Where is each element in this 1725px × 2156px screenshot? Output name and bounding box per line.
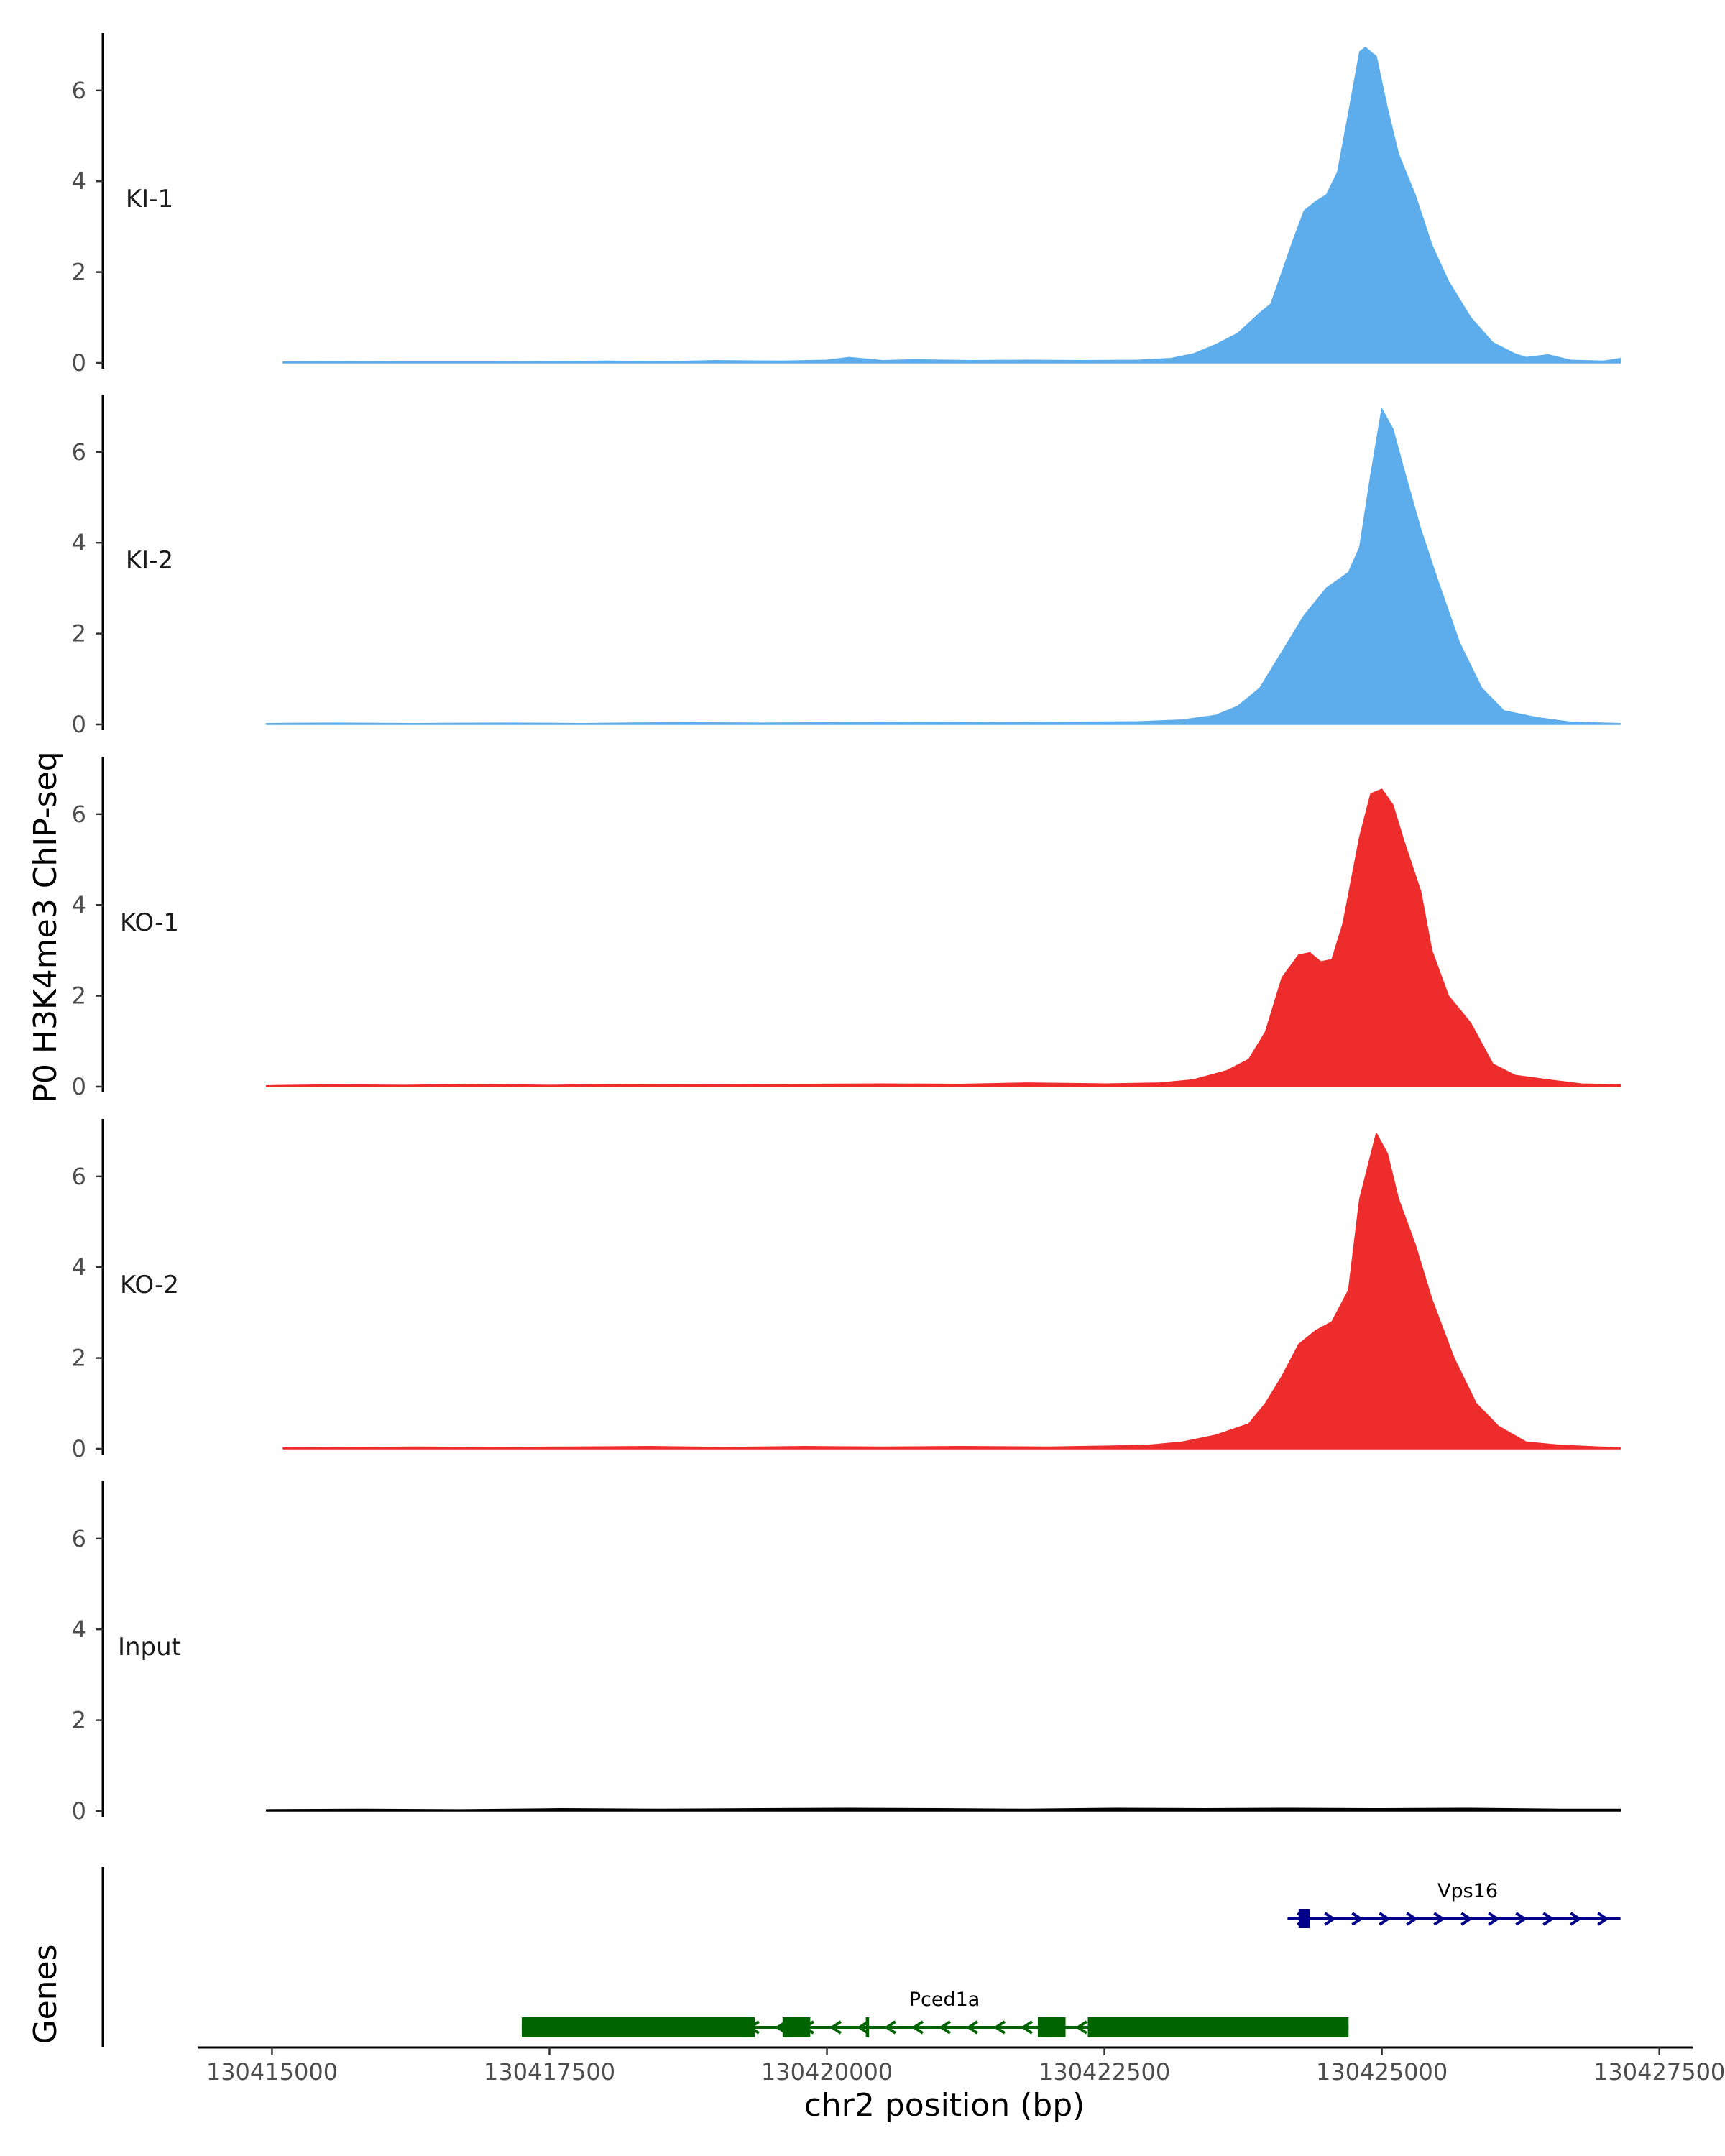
track-label: KO-2 — [120, 1271, 179, 1299]
y-tick-label: 4 — [72, 529, 86, 556]
strand-arrow — [1433, 1912, 1445, 1926]
genes-axis-title: Genes — [27, 1944, 64, 2044]
y-tick-label: 0 — [72, 1435, 86, 1462]
y-tick-label: 6 — [72, 1163, 86, 1190]
strand-arrow — [1570, 1912, 1582, 1926]
y-tick-label: 4 — [72, 1616, 86, 1643]
x-tick-label: 130417500 — [484, 2058, 615, 2086]
y-tick-label: 6 — [72, 1525, 86, 1552]
track-panel-ki-2: 0 2 4 6 KI-2 — [72, 395, 1622, 738]
y-axis-title: P0 H3K4me3 ChIP-seq — [27, 751, 64, 1102]
strand-arrow — [911, 2020, 924, 2035]
track-label: KI-1 — [126, 185, 173, 213]
strand-arrow — [1324, 1912, 1336, 1926]
y-tick-label: 0 — [72, 1797, 86, 1825]
strand-arrow — [1542, 1912, 1555, 1926]
gene-pced1a: Pced1a — [521, 1989, 1349, 2037]
y-tick-label: 4 — [72, 891, 86, 918]
strand-arrow — [993, 2020, 1006, 2035]
x-tick-label: 130415000 — [206, 2058, 338, 2086]
strand-arrow — [1379, 1912, 1391, 1926]
signal-area — [265, 1807, 1622, 1812]
y-tick-label: 4 — [72, 1253, 86, 1281]
gene-name-label: Vps16 — [1438, 1880, 1498, 1902]
strand-arrow — [1488, 1912, 1500, 1926]
y-tick-label: 2 — [72, 1707, 86, 1734]
strand-arrow — [1075, 2020, 1088, 2035]
y-tick-label: 6 — [72, 438, 86, 466]
gene-exon — [1037, 2017, 1066, 2037]
track-label: KO-1 — [120, 908, 179, 937]
track-label: Input — [118, 1633, 181, 1662]
y-tick-label: 2 — [72, 259, 86, 286]
gene-exon — [782, 2017, 811, 2037]
y-tick-label: 6 — [72, 77, 86, 104]
track-panel-ki-1: 0 2 4 6 KI-1 — [72, 33, 1622, 377]
y-tick-label: 4 — [72, 167, 86, 195]
strand-arrow — [1515, 1912, 1527, 1926]
strand-arrow — [857, 2020, 870, 2035]
x-axis-title: chr2 position (bp) — [804, 2087, 1085, 2124]
strand-arrow — [1351, 1912, 1363, 1926]
signal-area — [282, 1133, 1622, 1450]
y-tick-label: 0 — [72, 349, 86, 377]
gene-exon — [1087, 2017, 1349, 2037]
gene-vps16: Vps16 — [1287, 1880, 1621, 1928]
gene-name-label: Pced1a — [909, 1989, 980, 2011]
x-tick-label: 130420000 — [761, 2058, 893, 2086]
strand-arrow — [1460, 1912, 1473, 1926]
track-panel-ko-2: 0 2 4 6 KO-2 — [72, 1119, 1622, 1462]
x-tick-label: 130422500 — [1039, 2058, 1170, 2086]
strand-arrow — [1406, 1912, 1418, 1926]
x-axis: 130415000 130417500 130420000 130422500 1304… — [198, 2046, 1725, 2086]
y-tick-label: 2 — [72, 620, 86, 648]
signal-tracks: 0 2 4 6 KI-1 0 2 4 6 KI-2 0 2 4 6 KO-1 0 2 4 6 KO-2 0 2 4 6 Inpu… — [72, 33, 1622, 1825]
signal-area — [282, 47, 1622, 364]
gene-exon — [1298, 1909, 1310, 1928]
strand-arrow — [829, 2020, 842, 2035]
y-tick-label: 0 — [72, 711, 86, 738]
gene-annotation-track: Pced1a Vps16 — [101, 1867, 1621, 2047]
gene-exon — [521, 2017, 755, 2037]
track-panel-input: 0 2 4 6 Input — [72, 1481, 1622, 1825]
strand-arrow — [1021, 2020, 1034, 2035]
gene-exon — [865, 2017, 870, 2037]
x-tick-label: 130425000 — [1316, 2058, 1448, 2086]
y-tick-label: 2 — [72, 1345, 86, 1372]
y-tick-label: 6 — [72, 801, 86, 828]
strand-arrow — [884, 2020, 897, 2035]
x-tick-label: 130427500 — [1593, 2058, 1725, 2086]
strand-arrow — [966, 2020, 979, 2035]
y-tick-label: 2 — [72, 982, 86, 1010]
signal-area — [265, 788, 1622, 1087]
strand-arrow — [1597, 1912, 1609, 1926]
y-tick-label: 0 — [72, 1073, 86, 1100]
track-panel-ko-1: 0 2 4 6 KO-1 — [72, 757, 1622, 1100]
strand-arrow — [939, 2020, 952, 2035]
signal-area — [265, 408, 1622, 725]
track-label: KI-2 — [126, 546, 173, 575]
